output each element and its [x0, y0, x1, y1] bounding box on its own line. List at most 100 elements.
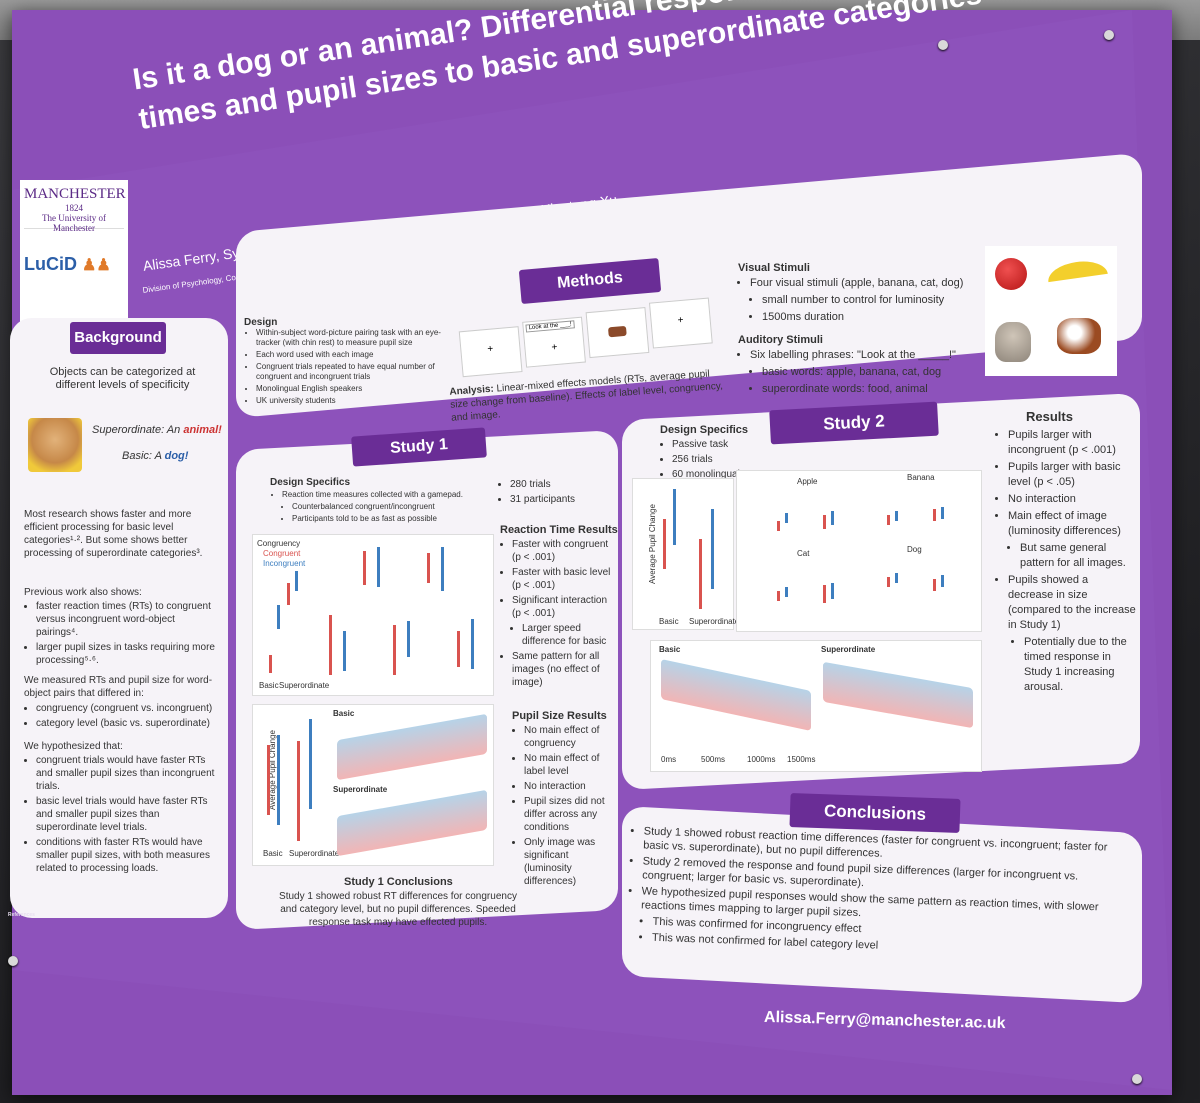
- list-item: superordinate words: food, animal: [762, 382, 988, 397]
- list-item: 31 participants: [510, 493, 608, 506]
- time-panel-superordinate: Superordinate: [821, 645, 876, 654]
- label-screen: Look at the ___! +: [522, 316, 586, 368]
- contact-email: Alissa.Ferry@manchester.ac.uk: [763, 1008, 1006, 1033]
- list-item: faster reaction times (RTs) to congruent…: [36, 600, 219, 639]
- manchester-logo-sub: The University of Manchester: [42, 213, 106, 233]
- facet-bar: [831, 511, 834, 525]
- fixation-cross-icon: +: [677, 314, 684, 327]
- list-item: 280 trials: [510, 478, 608, 491]
- rt-bar: [295, 571, 298, 591]
- list-item: 60 monolinguals: [672, 468, 780, 481]
- rt-bar: [457, 631, 460, 667]
- list-item: Only image was significant (luminosity d…: [524, 836, 612, 888]
- pupil-bar: [277, 735, 280, 825]
- apple-icon: [995, 258, 1027, 290]
- list-item: basic level trials would have faster RTs…: [36, 795, 219, 834]
- list-item: congruency (congruent vs. incongruent): [36, 702, 219, 715]
- list-item: Within-subject word-picture pairing task…: [256, 328, 444, 348]
- pin-icon: [938, 40, 948, 50]
- facet-bar: [941, 575, 944, 587]
- facet-bar: [777, 591, 780, 601]
- list-item: category level (basic vs. superordinate): [36, 717, 219, 730]
- study2-design-head: Design Specifics: [660, 424, 749, 436]
- legend-title: Congruency: [257, 539, 301, 548]
- x-label-basic: Basic: [263, 849, 283, 858]
- dog-icon: [1057, 318, 1101, 354]
- fixation-cross-icon: +: [551, 341, 558, 354]
- time-tick: 1500ms: [787, 755, 816, 764]
- list-item: Passive task: [672, 438, 780, 451]
- x-label-superordinate: Superordinate: [689, 617, 740, 626]
- time-tick: 500ms: [701, 755, 726, 764]
- manchester-logo: MANCHESTER 1824 The University of Manche…: [24, 186, 126, 233]
- references-head: References: [8, 912, 35, 918]
- stimuli-images: [985, 246, 1117, 376]
- dog-thumbnail-icon: [607, 325, 627, 338]
- basic-line: Basic: A dog!: [122, 450, 188, 463]
- banana-icon: [1046, 257, 1108, 283]
- pupil-time-band: [337, 713, 487, 781]
- methods-design-head: Design: [244, 317, 278, 328]
- lucid-logo-text: LuCiD: [24, 254, 77, 274]
- rt-bar: [393, 625, 396, 675]
- list-item: basic words: apple, banana, cat, dog: [762, 365, 988, 380]
- list-item: Faster with basic level (p < .001): [512, 566, 618, 592]
- facet-bar: [823, 515, 826, 529]
- rt-results-head: Reaction Time Results: [500, 524, 618, 536]
- background-title: Background: [70, 322, 166, 354]
- x-label-superordinate: Superordinate: [279, 681, 330, 690]
- pupil-bar: [267, 745, 270, 815]
- rt-bar: [269, 655, 272, 673]
- pin-icon: [1132, 1074, 1142, 1084]
- legend-item-congruent: Congruent: [263, 549, 301, 558]
- list-item: Pupils larger with incongruent (p < .001…: [1008, 428, 1136, 458]
- x-label-basic: Basic: [659, 617, 679, 626]
- x-label-basic: Basic: [259, 681, 279, 690]
- study2-facet-chart: Apple Banana Cat Dog: [736, 470, 982, 632]
- auditory-stimuli-head: Auditory Stimuli: [738, 334, 823, 346]
- pupil-bar: [297, 741, 300, 841]
- study1-design-head: Design Specifics: [270, 477, 351, 488]
- pin-icon: [8, 956, 18, 966]
- pupil-bar: [711, 509, 714, 589]
- facet-bar: [895, 573, 898, 583]
- basic-word: dog!: [164, 450, 189, 462]
- pupil-time-band: [823, 661, 973, 729]
- facet-bar: [831, 583, 834, 599]
- study2-results-list: Pupils larger with incongruent (p < .001…: [996, 428, 1136, 697]
- facet-label-apple: Apple: [797, 477, 818, 486]
- rt-results-list: Faster with congruent (p < .001) Faster …: [500, 538, 618, 691]
- list-item: Larger speed difference for basic: [522, 622, 618, 648]
- superordinate-word: animal!: [183, 424, 222, 436]
- background-para-3: We measured RTs and pupil size for word-…: [24, 675, 213, 699]
- background-para-2: Previous work also shows:: [24, 587, 142, 598]
- lucid-figures-icon: ♟♟: [82, 257, 111, 274]
- pupil-bar: [673, 489, 676, 545]
- y-axis-label: Average Pupil Change: [647, 504, 657, 584]
- pupil-bar: [663, 519, 666, 569]
- visual-stimuli-head: Visual Stimuli: [738, 262, 810, 274]
- facet-label-dog: Dog: [907, 545, 922, 554]
- page-title: Is it a dog or an animal? Differential r…: [130, 0, 1091, 140]
- background-para-1: Most research shows faster and more effi…: [24, 509, 203, 559]
- end-screen: +: [648, 297, 713, 349]
- list-item: Faster with congruent (p < .001): [512, 538, 618, 564]
- basic-label: Basic: A: [122, 450, 165, 462]
- list-item: Main effect of image (luminosity differe…: [1008, 509, 1136, 539]
- pupil-bar: [699, 539, 702, 609]
- pin-icon: [1104, 30, 1114, 40]
- fixation-cross-icon: +: [486, 343, 494, 355]
- facet-bar: [887, 577, 890, 587]
- study2-pupil-chart: Average Pupil Change Basic Superordinate: [632, 478, 739, 630]
- rt-bar: [287, 583, 290, 605]
- list-item: Potentially due to the timed response in…: [1024, 635, 1136, 695]
- list-item: congruent trials would have faster RTs a…: [36, 754, 219, 793]
- visual-stimuli-list: Four visual stimuli (apple, banana, cat,…: [738, 276, 978, 327]
- rt-bar: [441, 547, 444, 591]
- list-item: Participants told to be as fast as possi…: [292, 514, 500, 524]
- background-bullets-1: faster reaction times (RTs) to congruent…: [24, 600, 219, 669]
- pupil-results-list: No main effect of congruency No main eff…: [512, 724, 612, 890]
- facet-bar: [777, 521, 780, 531]
- list-item: Reaction time measures collected with a …: [282, 490, 500, 500]
